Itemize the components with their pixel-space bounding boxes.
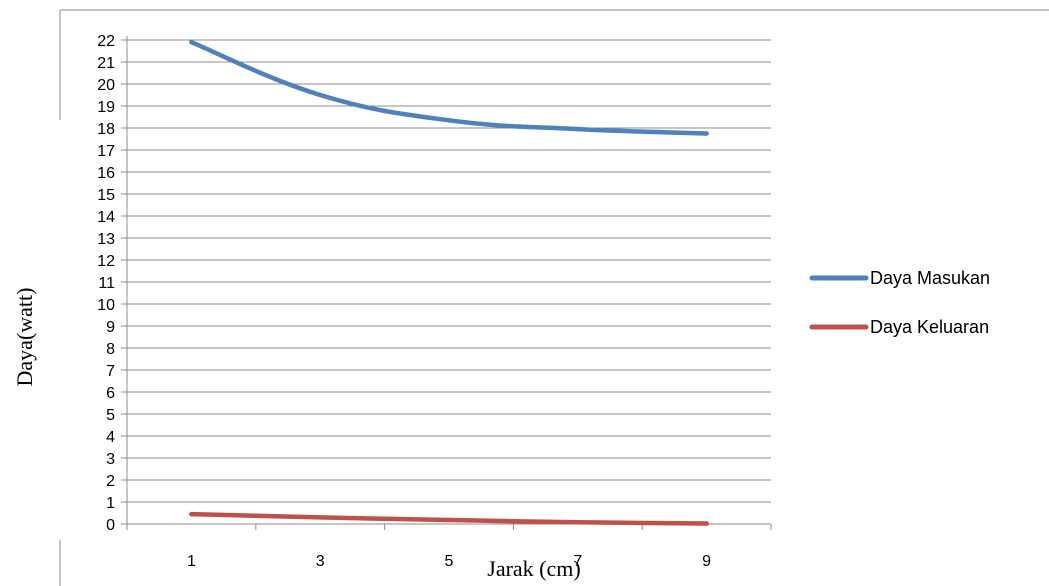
data-point-daya-masukan [189, 40, 194, 45]
legend: Daya Masukan Daya Keluaran [809, 268, 990, 337]
y-tick-label: 16 [97, 165, 115, 182]
legend-label-daya-keluaran: Daya Keluaran [870, 317, 989, 337]
y-tick-label: 9 [106, 319, 115, 336]
gridlines [127, 39, 771, 525]
y-tick-label: 22 [97, 33, 115, 50]
y-tick-label: 10 [97, 297, 115, 314]
y-tick-label: 15 [97, 187, 115, 204]
x-tick-label: 5 [445, 553, 454, 570]
y-tick-label: 18 [97, 121, 115, 138]
y-tick-label: 0 [106, 517, 115, 534]
y-tick-label: 20 [97, 77, 115, 94]
y-tick-label: 6 [106, 385, 115, 402]
y-tick-label: 19 [97, 99, 115, 116]
data-point-daya-masukan [575, 126, 580, 132]
y-tick-label: 1 [106, 495, 115, 512]
data-point-daya-keluaran [446, 517, 452, 523]
x-axis-title: Jarak (cm) [487, 556, 580, 581]
series-lines [189, 39, 709, 526]
axes [126, 36, 771, 525]
x-tick-label: 3 [316, 553, 325, 570]
y-tick-label: 2 [106, 473, 115, 490]
data-point-daya-keluaran [318, 515, 323, 520]
x-tick-label: 7 [573, 553, 582, 570]
y-tick-label: 8 [106, 341, 115, 358]
y-tick-label: 7 [106, 363, 115, 380]
y-tick-label: 17 [97, 143, 115, 160]
y-tick-label: 14 [97, 209, 115, 226]
y-tick-label: 12 [97, 253, 115, 270]
y-tick-label: 13 [97, 231, 115, 248]
y-axis-title: Daya(watt) [12, 288, 37, 387]
x-tick-label: 1 [187, 553, 196, 570]
y-tick-label: 3 [106, 451, 115, 468]
data-point-daya-keluaran [704, 521, 709, 526]
data-point-daya-masukan [446, 118, 452, 123]
y-tick-label: 21 [97, 55, 115, 72]
y-tick-label: 5 [106, 407, 115, 424]
x-tick-label: 9 [702, 553, 711, 570]
data-point-daya-keluaran [575, 520, 580, 525]
legend-label-daya-masukan: Daya Masukan [870, 268, 990, 288]
y-tick-label: 4 [106, 429, 115, 446]
data-point-daya-masukan [318, 92, 323, 98]
data-point-daya-keluaran [189, 511, 194, 517]
data-point-daya-masukan [704, 131, 709, 136]
y-tick-label: 11 [98, 275, 115, 292]
x-axis-ticks: 1 3 5 7 9 [126, 524, 772, 570]
